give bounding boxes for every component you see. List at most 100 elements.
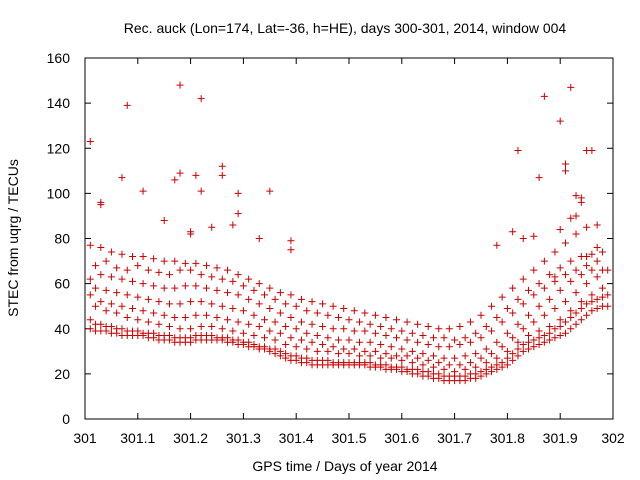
data-point bbox=[176, 266, 184, 274]
data-point bbox=[445, 343, 453, 351]
data-point bbox=[509, 350, 517, 358]
data-point bbox=[287, 334, 295, 342]
data-point bbox=[593, 221, 601, 229]
data-point bbox=[276, 329, 284, 337]
data-point bbox=[561, 160, 569, 168]
data-point bbox=[509, 309, 517, 317]
data-point bbox=[556, 332, 564, 340]
data-point bbox=[86, 137, 94, 145]
data-point bbox=[303, 329, 311, 337]
data-point bbox=[377, 354, 385, 362]
data-point bbox=[593, 257, 601, 265]
data-point bbox=[525, 345, 533, 353]
data-point bbox=[218, 325, 226, 333]
data-point bbox=[107, 300, 115, 308]
data-point bbox=[160, 284, 168, 292]
data-point bbox=[556, 286, 564, 294]
data-point bbox=[176, 325, 184, 333]
data-point bbox=[144, 318, 152, 326]
data-point bbox=[250, 332, 258, 340]
data-point bbox=[218, 171, 226, 179]
data-point bbox=[308, 338, 316, 346]
data-point bbox=[197, 298, 205, 306]
data-point bbox=[567, 307, 575, 315]
data-point bbox=[535, 302, 543, 310]
data-point bbox=[435, 359, 443, 367]
data-point bbox=[493, 313, 501, 321]
data-point bbox=[577, 298, 585, 306]
data-point bbox=[503, 354, 511, 362]
data-point bbox=[192, 259, 200, 267]
data-point bbox=[334, 313, 342, 321]
data-point bbox=[213, 264, 221, 272]
data-point bbox=[540, 257, 548, 265]
data-point bbox=[144, 266, 152, 274]
data-point bbox=[593, 244, 601, 252]
data-point bbox=[440, 334, 448, 342]
data-point bbox=[171, 257, 179, 265]
data-point bbox=[525, 338, 533, 346]
data-point bbox=[155, 320, 163, 328]
data-point bbox=[118, 302, 126, 310]
data-point bbox=[266, 284, 274, 292]
data-point bbox=[472, 363, 480, 371]
data-point bbox=[514, 352, 522, 360]
data-point bbox=[139, 253, 147, 261]
data-point bbox=[519, 300, 527, 308]
data-point bbox=[234, 189, 242, 197]
data-point bbox=[144, 295, 152, 303]
data-point bbox=[387, 343, 395, 351]
x-tick-label: 301.8 bbox=[490, 430, 525, 446]
data-point bbox=[366, 352, 374, 360]
data-point bbox=[424, 322, 432, 330]
data-point bbox=[187, 298, 195, 306]
data-point bbox=[488, 363, 496, 371]
data-point bbox=[287, 237, 295, 245]
data-point bbox=[429, 363, 437, 371]
data-point bbox=[324, 356, 332, 364]
data-point bbox=[371, 329, 379, 337]
data-point bbox=[224, 334, 232, 342]
data-point bbox=[567, 257, 575, 265]
data-point bbox=[561, 239, 569, 247]
data-point bbox=[493, 338, 501, 346]
data-point bbox=[583, 253, 591, 261]
data-point bbox=[445, 361, 453, 369]
data-point bbox=[266, 304, 274, 312]
data-point bbox=[382, 350, 390, 358]
data-point bbox=[519, 235, 527, 242]
data-point bbox=[393, 316, 401, 324]
data-point bbox=[92, 284, 100, 292]
data-point bbox=[371, 311, 379, 319]
data-point bbox=[292, 302, 300, 310]
data-point bbox=[239, 282, 247, 290]
data-point bbox=[535, 327, 543, 335]
x-tick-label: 302 bbox=[601, 430, 625, 446]
data-point bbox=[340, 304, 348, 312]
data-point bbox=[477, 368, 485, 376]
data-point bbox=[461, 365, 469, 373]
data-point bbox=[546, 329, 554, 337]
data-point bbox=[287, 313, 295, 321]
data-point bbox=[282, 300, 290, 308]
data-point bbox=[588, 291, 596, 299]
data-point bbox=[514, 338, 522, 346]
data-point bbox=[266, 327, 274, 335]
data-point bbox=[451, 336, 459, 344]
data-point bbox=[308, 320, 316, 328]
data-point bbox=[498, 293, 506, 301]
data-point bbox=[456, 341, 464, 349]
data-point bbox=[419, 361, 427, 369]
data-point bbox=[165, 332, 173, 340]
data-point bbox=[477, 334, 485, 342]
data-point bbox=[245, 295, 253, 303]
data-point bbox=[134, 327, 142, 335]
data-point bbox=[583, 311, 591, 319]
data-point bbox=[187, 325, 195, 333]
data-point bbox=[493, 241, 501, 249]
data-point bbox=[387, 325, 395, 333]
data-point bbox=[482, 345, 490, 353]
data-point bbox=[493, 354, 501, 362]
data-point bbox=[208, 322, 216, 330]
data-point bbox=[551, 334, 559, 342]
